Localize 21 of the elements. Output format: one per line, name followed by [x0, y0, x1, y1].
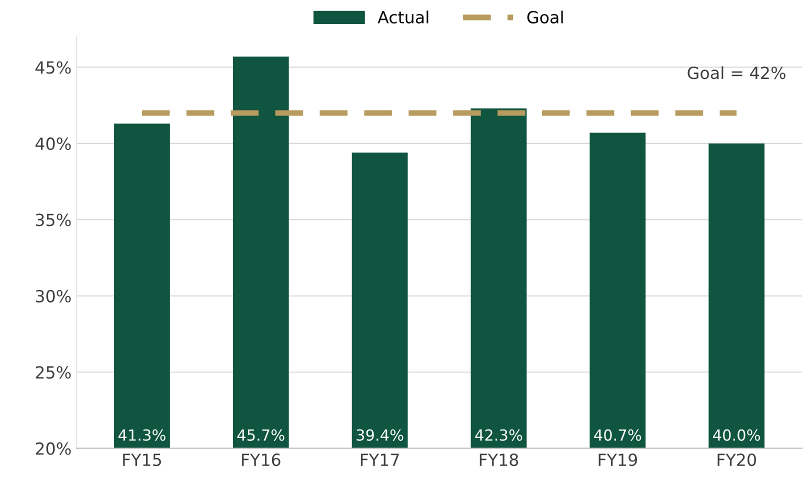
data-label: 42.3%: [475, 429, 522, 441]
x-tick-label: FY19: [598, 454, 637, 466]
legend-label: Goal: [527, 10, 563, 24]
x-tick-label: FY16: [242, 454, 280, 466]
data-label: 40.7%: [594, 429, 642, 441]
x-tick-label: FY20: [718, 454, 756, 466]
x-tick-label: FY15: [123, 454, 162, 466]
data-label: 45.7%: [237, 429, 284, 441]
y-tick-label: 35%: [36, 214, 71, 226]
legend-label: Actual: [378, 10, 428, 24]
y-tick-label: 45%: [35, 61, 71, 74]
data-label: 39.4%: [356, 429, 404, 441]
annotation: Goal = 42%: [688, 66, 786, 80]
data-label: 41.3%: [118, 429, 166, 441]
y-tick-label: 40%: [35, 137, 71, 150]
x-tick-label: FY18: [480, 454, 518, 466]
y-tick-label: 25%: [36, 366, 71, 379]
y-tick-label: 20%: [36, 442, 71, 455]
data-label: 40.0%: [713, 429, 760, 441]
x-tick-label: FY17: [360, 454, 399, 466]
y-tick-label: 30%: [36, 290, 71, 302]
